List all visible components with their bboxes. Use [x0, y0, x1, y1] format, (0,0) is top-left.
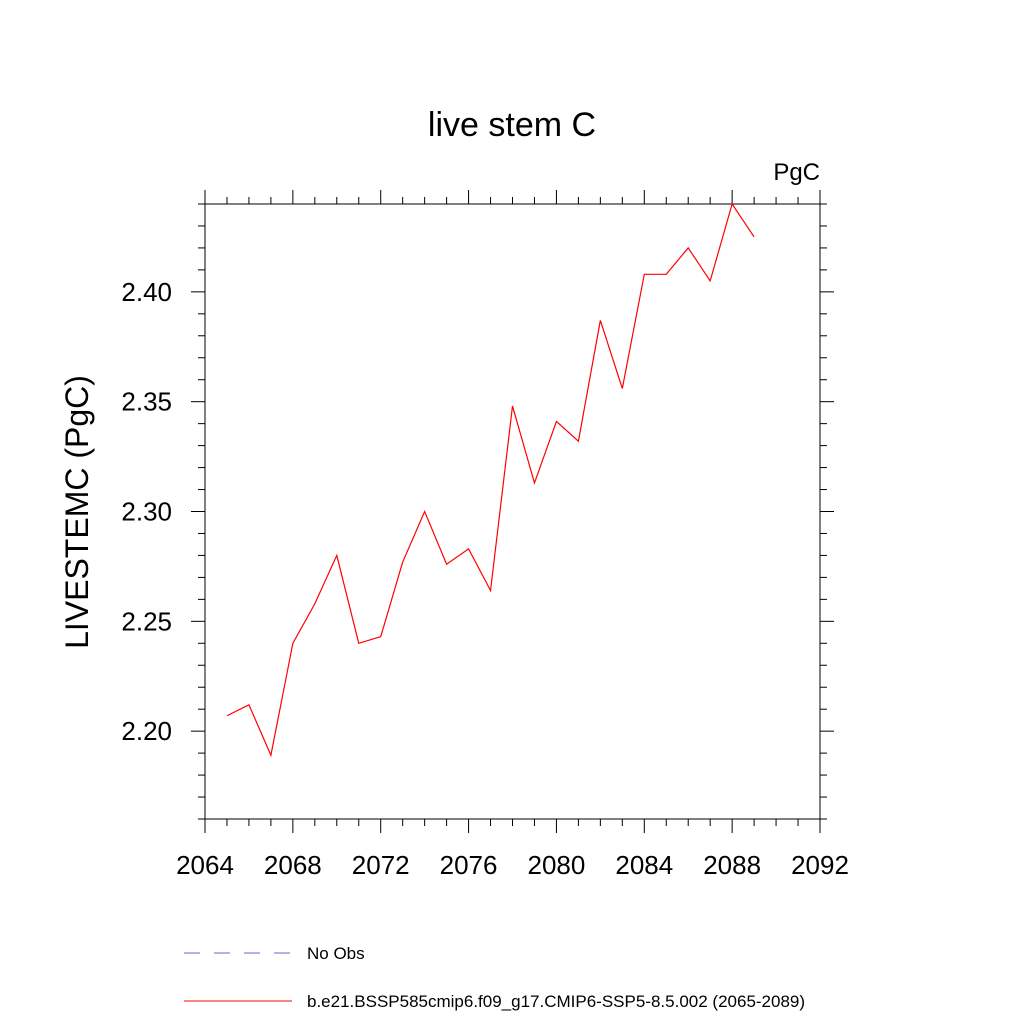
legend: No Obs b.e21.BSSP585cmip6.f09_g17.CMIP6-… — [184, 944, 805, 1011]
x-tick-labels: 2064 2068 2072 2076 2080 2084 2088 2092 — [176, 850, 849, 880]
x-tick-label: 2092 — [791, 850, 849, 880]
plot-frame — [204, 203, 821, 820]
series-layer — [226, 202, 755, 758]
legend-label-ssp585: b.e21.BSSP585cmip6.f09_g17.CMIP6-SSP5-8.… — [307, 992, 805, 1011]
x-tick-label: 2088 — [703, 850, 761, 880]
x-tick-label: 2072 — [352, 850, 410, 880]
y-tick-labels: 2.20 2.25 2.30 2.35 2.40 — [121, 277, 172, 746]
y-axis-label: LIVESTEMC (PgC) — [59, 375, 95, 649]
y-tick-label: 2.20 — [121, 716, 172, 746]
y-tick-label: 2.30 — [121, 497, 172, 527]
y-tick-label: 2.25 — [121, 606, 172, 636]
y-tick-label: 2.35 — [121, 387, 172, 417]
chart-title: live stem C — [428, 106, 596, 144]
x-tick-label: 2084 — [615, 850, 673, 880]
x-tick-label: 2080 — [528, 850, 586, 880]
units-label: PgC — [773, 159, 820, 186]
y-tick-label: 2.40 — [121, 277, 172, 307]
x-tick-label: 2068 — [264, 850, 322, 880]
x-tick-label: 2064 — [176, 850, 234, 880]
x-tick-label: 2076 — [440, 850, 498, 880]
series-line-0 — [226, 202, 755, 758]
ticks-layer — [191, 190, 834, 833]
legend-label-no-obs: No Obs — [307, 944, 365, 963]
